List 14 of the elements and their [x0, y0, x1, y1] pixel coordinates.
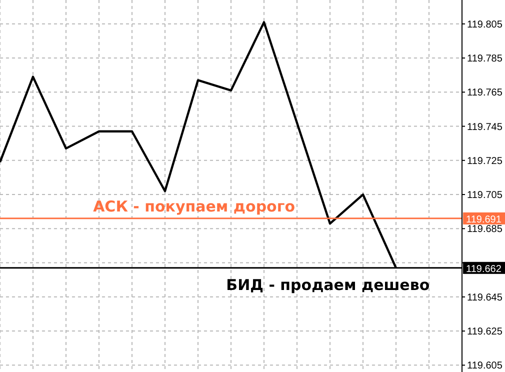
ref-line-label: АСК - покупаем дорого — [93, 197, 295, 216]
y-tick-label: 119.685 — [467, 224, 503, 236]
y-tick-label: 119.725 — [467, 156, 503, 167]
y-tick-label: 119.765 — [467, 88, 503, 99]
y-tick-label: 119.805 — [467, 19, 503, 30]
y-tick-label: 119.705 — [467, 190, 503, 202]
text: 119.662 — [466, 264, 502, 275]
y-tick-label: 119.645 — [467, 292, 503, 304]
text: 119.691 — [466, 214, 502, 226]
y-tick-label: 119.745 — [467, 122, 503, 133]
y-tick-label: 119.785 — [467, 54, 503, 65]
y-tick-label: 119.605 — [467, 360, 503, 372]
ref-line-label: БИД - продаем дешево — [226, 276, 430, 294]
y-tick-label: 119.625 — [467, 326, 503, 338]
